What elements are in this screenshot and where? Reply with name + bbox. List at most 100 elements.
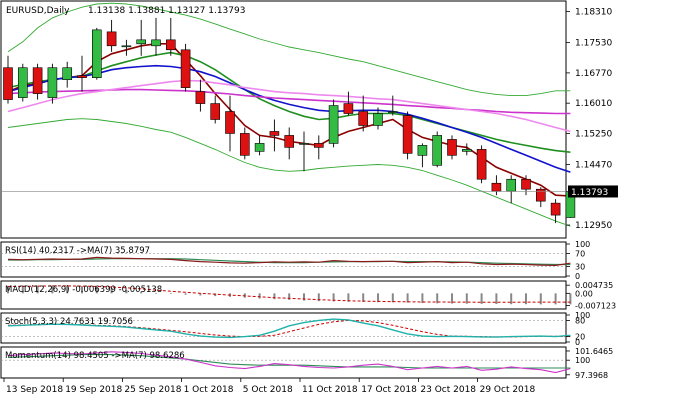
overlay-line-ma_pink — [7, 79, 571, 133]
candle-body — [151, 39, 161, 47]
date-tick-label: 13 Sep 2018 — [6, 385, 63, 395]
overlay-line-bollinger — [7, 2, 571, 97]
date-tick-label: 19 Sep 2018 — [65, 385, 122, 395]
macd-histogram-bar — [303, 293, 305, 301]
candle — [195, 79, 206, 112]
macd-label: MACD(12,26,9) -0.006399 -0.005138 — [5, 285, 162, 295]
indicator-tick-label: 97.3968 — [575, 371, 608, 380]
candlesticks — [3, 17, 576, 224]
indicator-tick-label: 0 — [575, 272, 580, 281]
macd-histogram-bar — [332, 293, 335, 302]
candle — [17, 63, 28, 102]
macd-histogram-bar — [288, 293, 291, 300]
date-tick-label: 11 Oct 2018 — [302, 385, 358, 395]
macd-histogram-bar — [95, 286, 98, 294]
date-tick-label: 5 Oct 2018 — [243, 385, 293, 395]
date-tick-label: 25 Sep 2018 — [124, 385, 181, 395]
indicator-tick-label: 80 — [575, 316, 585, 325]
candle-body — [269, 131, 280, 136]
candle-body — [417, 145, 428, 156]
candle-body — [491, 182, 502, 192]
candle-body — [210, 103, 220, 120]
candle-body — [447, 139, 457, 156]
rsi-label: RSI(14) 40.2317 ->MA(7) 35.8797 — [5, 246, 150, 256]
candle-body — [47, 67, 58, 98]
date-tick-label: 17 Oct 2018 — [361, 385, 417, 395]
candle — [284, 127, 295, 160]
candle-body — [432, 135, 443, 166]
candle — [432, 131, 443, 168]
macd-histogram-bar — [199, 293, 202, 296]
macd-histogram-bar — [347, 293, 350, 302]
candle-body — [373, 113, 383, 126]
candle — [373, 107, 383, 130]
candle — [343, 91, 354, 116]
macd-histogram-bar — [554, 293, 557, 305]
macd-histogram-bar — [480, 293, 483, 304]
macd-histogram-bar — [110, 288, 113, 294]
macd-histogram-bar — [495, 293, 498, 305]
candle — [106, 19, 117, 52]
macd-histogram-bar — [258, 293, 261, 299]
price-axis-ticks: 1.18310 1.17530 1.16770 1.16010 1.15250 1.144… — [566, 8, 612, 231]
macd-histogram-bar — [155, 293, 157, 294]
macd-histogram-bar — [436, 293, 439, 304]
macd-signal-line — [7, 285, 571, 303]
date-tick-label: 1 Oct 2018 — [184, 385, 234, 395]
candle-body — [299, 143, 309, 145]
candle-body — [32, 67, 43, 94]
candle — [417, 143, 428, 168]
indicator-tick-label: 30 — [575, 262, 585, 271]
momentum-label: Momentum(14) 98.4505 ->MA(7) 98.6286 — [5, 351, 185, 361]
candle — [269, 119, 280, 152]
indicator-tick-label: -0.007123 — [575, 302, 616, 311]
macd-histogram-bar — [7, 286, 9, 294]
price-tick-label: 1.18310 — [575, 8, 612, 18]
candle-body — [476, 149, 487, 180]
candle-body — [92, 29, 102, 78]
rsi-plot — [1, 253, 571, 267]
date-tick-label: 29 Oct 2018 — [480, 385, 536, 395]
candle — [550, 199, 561, 224]
candle — [151, 17, 161, 56]
candle-body — [387, 111, 398, 113]
macd-histogram-bar — [569, 293, 572, 305]
candle-body — [328, 105, 339, 144]
macd-histogram-bar — [377, 293, 379, 303]
price-panel[interactable]: 1.18310 1.17530 1.16770 1.16010 1.15250 1.144… — [0, 0, 618, 239]
candle — [447, 135, 457, 160]
candle-body — [195, 91, 206, 104]
candle — [32, 63, 43, 100]
macd-histogram-bar — [125, 289, 128, 294]
candle-body — [17, 67, 28, 98]
candle — [225, 95, 235, 152]
indicator-tick-label: 100 — [575, 356, 590, 365]
candle — [240, 127, 250, 160]
macd-histogram-bar — [465, 293, 468, 304]
stochastic-label: Stoch(5,3,3) 24.7631 19.7056 — [5, 317, 133, 327]
symbol-label: EURUSD,Daily — [6, 6, 70, 16]
macd-histogram-bar — [421, 293, 424, 303]
candle — [210, 95, 220, 124]
candle-body — [313, 143, 324, 148]
candle-body — [121, 45, 132, 48]
price-tick-label: 1.14470 — [575, 161, 612, 171]
candle — [535, 187, 546, 208]
indicator-tick-label: 20 — [575, 333, 585, 342]
rsi-panel-frame — [0, 241, 567, 278]
macd-histogram-bar — [51, 285, 54, 294]
candle-body — [240, 133, 250, 156]
rsi-line — [7, 256, 571, 267]
macd-histogram-bar — [36, 285, 39, 294]
momentum-plot — [1, 351, 571, 374]
indicator-tick-label: 0.00 — [575, 289, 593, 298]
last-price-label: 1.13793 — [571, 188, 608, 198]
candle — [461, 143, 472, 156]
